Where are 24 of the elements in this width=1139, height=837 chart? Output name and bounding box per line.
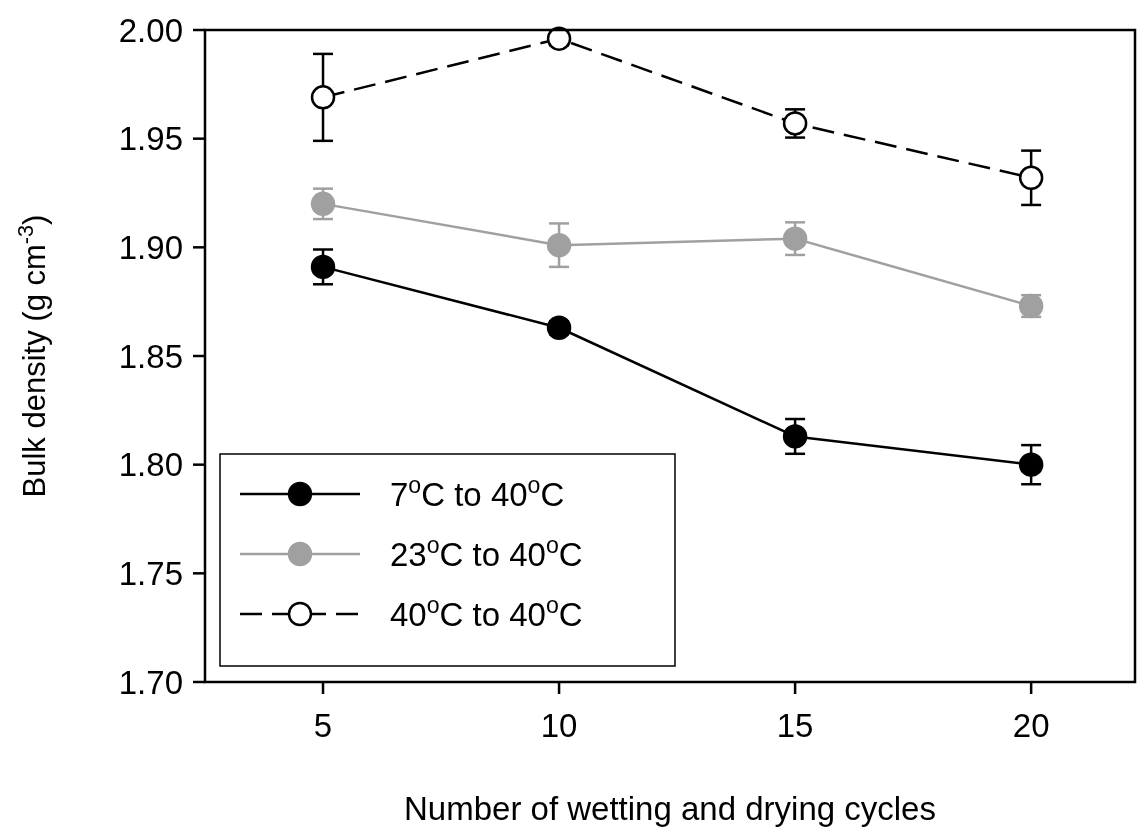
y-tick-label: 1.80 [118, 446, 183, 484]
point [782, 424, 808, 449]
x-tick-label: 10 [540, 707, 578, 744]
y-tick-label: 1.95 [118, 120, 183, 158]
point [310, 254, 336, 280]
y-tick-label: 1.75 [118, 554, 183, 592]
point [546, 315, 572, 340]
point [546, 26, 572, 51]
point [782, 226, 808, 251]
point [310, 85, 336, 110]
y-tick-label: 2.00 [118, 11, 183, 49]
x-tick-label: 20 [1012, 707, 1050, 744]
legend-label: 40$^{o}$C to 40$^{o}$C [390, 591, 583, 633]
point [1018, 452, 1044, 477]
y-tick-label: 1.70 [118, 663, 183, 701]
x-tick-label: 15 [776, 707, 814, 744]
legend-label: 7$^{o}$C to 40$^{o}$C [390, 471, 565, 513]
x-tick-label: 5 [313, 707, 333, 744]
y-tick-label: 1.85 [118, 337, 183, 375]
x-axis-title: Number of wetting and drying cycles [404, 790, 936, 827]
y-tick-label: 1.90 [118, 228, 183, 266]
legend-label: 23$^{o}$C to 40$^{o}$C [390, 531, 583, 573]
point [546, 232, 572, 258]
point [1018, 165, 1044, 191]
